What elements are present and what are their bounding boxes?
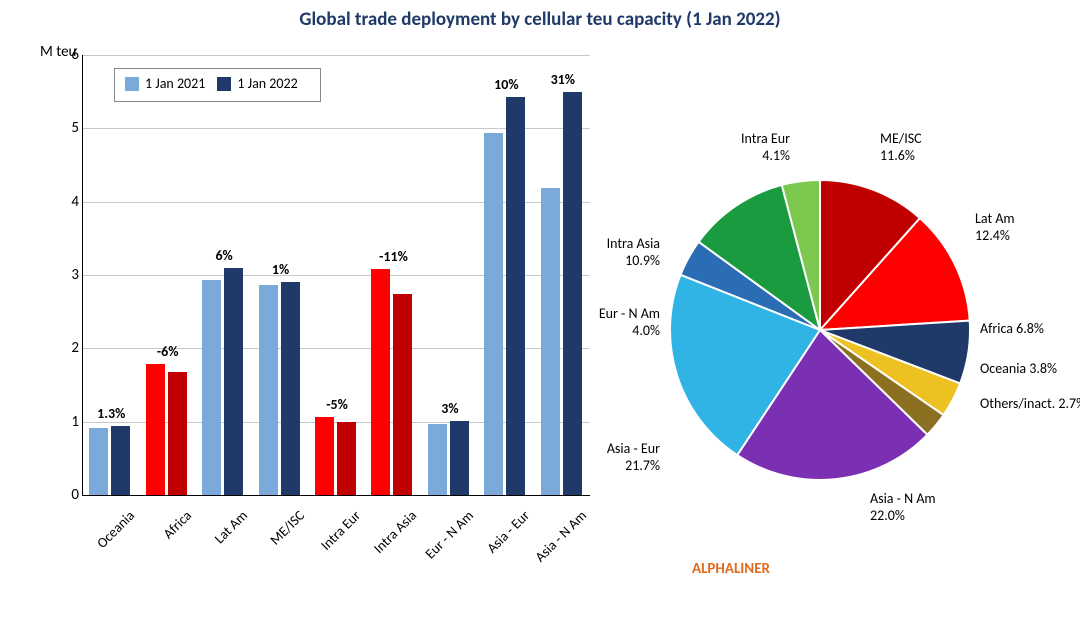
y-tick: 5 bbox=[61, 119, 79, 137]
y-tick: 4 bbox=[61, 193, 79, 211]
pie-label: ME/ISC11.6% bbox=[880, 130, 970, 164]
pie-chart: ME/ISC11.6%Lat Am12.4%Africa 6.8%Oceania… bbox=[620, 140, 1060, 570]
bar-2021 bbox=[202, 280, 221, 495]
legend-item: 1 Jan 2021 bbox=[125, 75, 205, 92]
y-tick: 2 bbox=[61, 339, 79, 357]
bar-2021 bbox=[89, 428, 108, 495]
pie-label: Intra Asia10.9% bbox=[570, 235, 660, 269]
bar-2022 bbox=[393, 294, 412, 495]
pie-label: Oceania 3.8% bbox=[980, 360, 1080, 377]
pct-label: 1.3% bbox=[81, 405, 141, 422]
pie-label: Others/inact. 2.7% bbox=[980, 395, 1080, 412]
bar-2021 bbox=[484, 133, 503, 495]
source-credit: ALPHALINER bbox=[692, 560, 770, 578]
y-tick: 6 bbox=[61, 46, 79, 64]
pie-label: Eur - N Am4.0% bbox=[570, 305, 660, 339]
pct-label: 1% bbox=[251, 261, 311, 278]
pie-label: Asia - N Am22.0% bbox=[870, 490, 960, 524]
bar-2022 bbox=[224, 268, 243, 495]
pct-label: -6% bbox=[138, 343, 198, 360]
bar-2021 bbox=[541, 188, 560, 495]
pie-label: Asia - Eur21.7% bbox=[570, 440, 660, 474]
bar-chart: 01234561.3%-6%6%1%-5%-11%3%10%31% Oceani… bbox=[30, 55, 590, 575]
y-tick: 1 bbox=[61, 413, 79, 431]
bar-2021 bbox=[259, 285, 278, 495]
pct-label: 10% bbox=[476, 76, 536, 93]
pct-label: 31% bbox=[533, 71, 593, 88]
bar-2022 bbox=[506, 97, 525, 495]
bar-2022 bbox=[281, 282, 300, 495]
pct-label: -5% bbox=[307, 396, 367, 413]
y-tick: 3 bbox=[61, 266, 79, 284]
bar-2022 bbox=[168, 372, 187, 495]
y-tick: 0 bbox=[61, 486, 79, 504]
pct-label: 6% bbox=[194, 247, 254, 264]
legend-item: 1 Jan 2022 bbox=[217, 75, 297, 92]
bar-2022 bbox=[337, 422, 356, 495]
pct-label: -11% bbox=[363, 248, 423, 265]
bar-2021 bbox=[371, 269, 390, 495]
chart-title: Global trade deployment by cellular teu … bbox=[0, 8, 1080, 31]
bar-2022 bbox=[450, 421, 469, 495]
pct-label: 3% bbox=[420, 400, 480, 417]
pie-label: Intra Eur4.1% bbox=[700, 130, 790, 164]
pie-label: Africa 6.8% bbox=[980, 320, 1080, 337]
pie-label: Lat Am12.4% bbox=[975, 210, 1065, 244]
bar-2021 bbox=[428, 424, 447, 495]
bar-2021 bbox=[146, 364, 165, 495]
bar-2022 bbox=[111, 426, 130, 495]
bar-2022 bbox=[563, 92, 582, 495]
bar-2021 bbox=[315, 417, 334, 495]
bar-legend: 1 Jan 2021 1 Jan 2022 bbox=[114, 68, 321, 102]
